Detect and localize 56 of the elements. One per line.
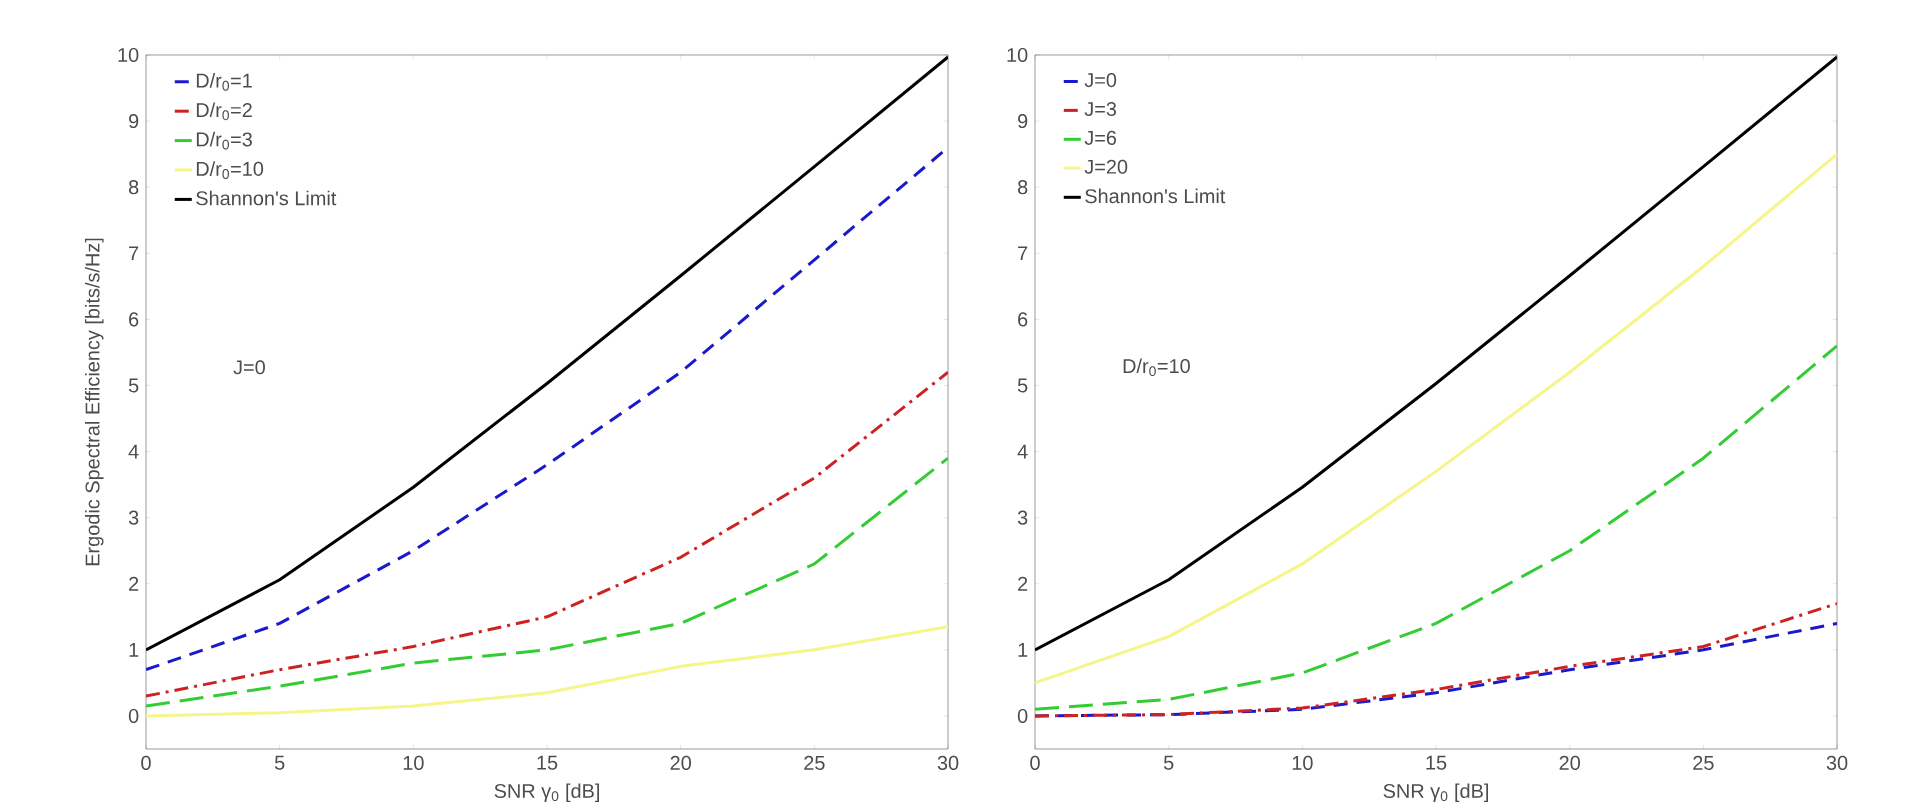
y-tick-label: 7 xyxy=(129,246,139,261)
x-tick-label: 10 xyxy=(1292,756,1313,771)
y-tick-label: 10 xyxy=(1007,48,1028,63)
y-tick-label: 8 xyxy=(128,180,139,195)
y-tick-label: 3 xyxy=(128,510,139,525)
y-tick-label: 2 xyxy=(1018,576,1028,591)
line-series xyxy=(1035,152,1838,685)
x-tick-label: 15 xyxy=(537,756,558,770)
y-tick-label: 5 xyxy=(1017,378,1028,393)
y-tick-label: 0 xyxy=(128,709,139,724)
x-tick-label: 30 xyxy=(1826,756,1848,771)
line-series xyxy=(1035,602,1838,718)
y-tick-label: 8 xyxy=(1017,180,1028,195)
legend-label: D/r$_{0}$=2 xyxy=(196,102,252,121)
y-tick-label: 9 xyxy=(129,114,139,129)
line-series xyxy=(146,625,949,718)
x-tick-label: 15 xyxy=(1426,756,1447,770)
legend-label: J=6 xyxy=(1084,131,1117,146)
y-tick-label: 6 xyxy=(129,312,139,327)
y-tick-label: 10 xyxy=(118,48,139,63)
y-tick-label: 6 xyxy=(1018,312,1028,327)
legend-label: D/r$_{0}$=1 xyxy=(196,73,252,91)
legend-label: J=3 xyxy=(1084,102,1117,117)
legend-label: Shannon's Limit xyxy=(1085,188,1226,204)
legend-label: Shannon's Limit xyxy=(196,190,337,206)
y-tick-label: 4 xyxy=(1017,444,1028,459)
line-series xyxy=(1035,344,1838,712)
y-tick-label: 7 xyxy=(1018,246,1028,261)
line-series xyxy=(146,456,949,708)
x-tick-label: 25 xyxy=(1693,756,1714,771)
legend-label: J=20 xyxy=(1084,159,1128,174)
x-tick-label: 10 xyxy=(403,756,424,771)
x-axis-title: SNR γ$_{0}$ [dB] xyxy=(494,783,599,803)
annotation: D/r$_{0}$=10 xyxy=(1123,358,1190,377)
x-tick-label: 5 xyxy=(274,756,285,770)
legend-label: D/r$_{0}$=10 xyxy=(196,161,264,180)
annotation: J=0 xyxy=(233,360,265,375)
y-tick-label: 4 xyxy=(128,444,139,459)
x-tick-label: 30 xyxy=(937,756,959,771)
x-tick-label: 20 xyxy=(670,756,691,771)
y-tick-label: 9 xyxy=(1018,114,1028,129)
x-axis-title: SNR γ$_{0}$ [dB] xyxy=(1383,783,1488,803)
x-tick-label: 5 xyxy=(1163,756,1174,770)
y-tick-label: 5 xyxy=(128,378,139,393)
y-tick-label: 1 xyxy=(129,643,139,657)
x-tick-label: 0 xyxy=(1030,756,1040,771)
x-tick-label: 0 xyxy=(141,756,151,771)
legend-label: D/r$_{0}$=3 xyxy=(196,132,252,150)
y-axis-title: Ergodic Spectral Efficiency [bits/s/Hz] xyxy=(84,238,104,566)
y-tick-label: 3 xyxy=(1017,510,1028,525)
y-tick-label: 2 xyxy=(129,576,139,591)
y-tick-label: 1 xyxy=(1018,643,1028,657)
legend-label: J=0 xyxy=(1084,73,1117,88)
x-tick-label: 25 xyxy=(804,756,825,771)
x-tick-label: 20 xyxy=(1559,756,1580,771)
y-tick-label: 0 xyxy=(1017,709,1028,724)
